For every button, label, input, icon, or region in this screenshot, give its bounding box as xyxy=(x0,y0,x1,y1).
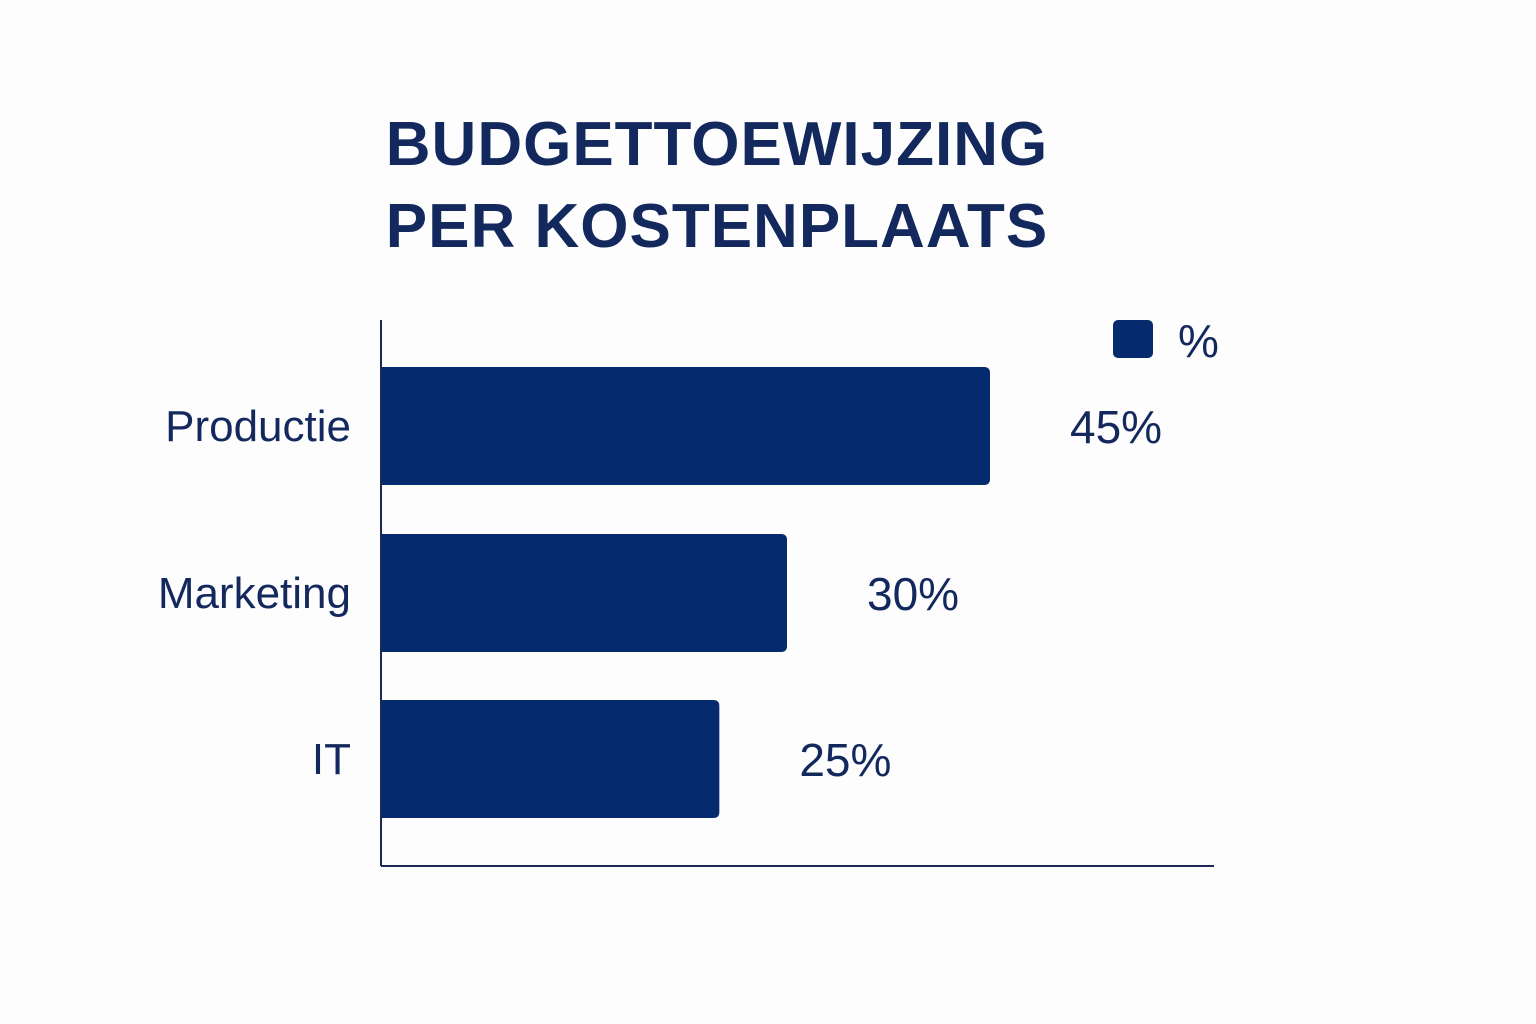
data-label: 25% xyxy=(799,734,891,786)
data-label: 30% xyxy=(867,568,959,620)
category-label: IT xyxy=(312,735,351,784)
chart-title-line-1: BUDGETTOEWIJZING xyxy=(385,110,1049,179)
bar-it xyxy=(381,700,720,818)
chart-title-line-2: PER KOSTENPLAATS xyxy=(385,192,1049,261)
bar-productie xyxy=(381,367,990,485)
data-label: 45% xyxy=(1070,401,1162,453)
chart-title: BUDGETTOEWIJZING PER KOSTENPLAATS xyxy=(0,104,1434,268)
legend-swatch xyxy=(1113,320,1153,358)
bar-marketing xyxy=(381,534,787,652)
category-label: Productie xyxy=(165,402,351,451)
legend-label: % xyxy=(1178,315,1219,367)
category-label: Marketing xyxy=(158,569,351,618)
